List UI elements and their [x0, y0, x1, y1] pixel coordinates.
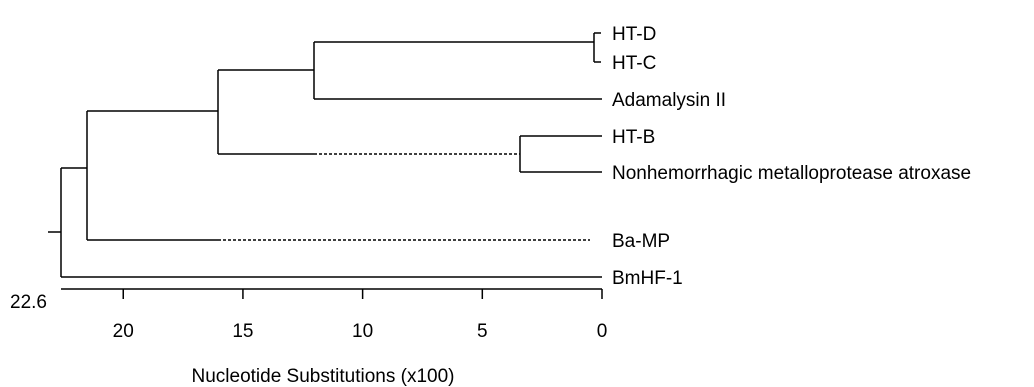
leaf-label-bmhf1: BmHF-1 — [612, 268, 683, 289]
scale-tick-label: 15 — [232, 321, 253, 342]
leaf-label-ba-mp: Ba-MP — [612, 231, 670, 252]
leaf-label-atroxase: Nonhemorrhagic metalloprotease atroxase — [612, 163, 971, 184]
scale-tick-label: 20 — [113, 321, 134, 342]
scale-ticks: 20 15 10 5 0 — [113, 289, 608, 342]
axis-title: Nucleotide Substitutions (x100) — [192, 366, 455, 387]
scale-tick-label: 10 — [352, 321, 373, 342]
scale-start-label: 22.6 — [10, 292, 47, 313]
scale-tick-label: 5 — [477, 321, 488, 342]
leaf-label-adamalysin: Adamalysin II — [612, 90, 726, 111]
leaf-label-ht-b: HT-B — [612, 127, 655, 148]
scale-tick-label: 0 — [597, 321, 608, 342]
leaf-label-ht-d: HT-D — [612, 24, 656, 45]
leaf-label-ht-c: HT-C — [612, 53, 656, 74]
